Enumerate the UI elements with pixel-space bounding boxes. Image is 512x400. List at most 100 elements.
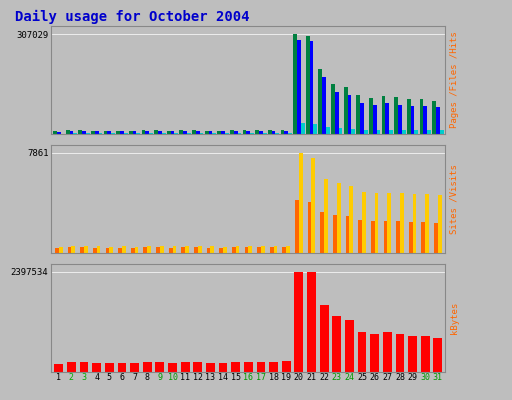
Bar: [419, 99, 423, 134]
Bar: [322, 77, 326, 134]
Bar: [160, 246, 164, 253]
Bar: [351, 129, 355, 134]
Bar: [181, 247, 185, 253]
Bar: [54, 364, 63, 372]
Bar: [232, 247, 236, 253]
Bar: [243, 130, 246, 134]
Bar: [345, 320, 354, 372]
Bar: [272, 130, 275, 134]
Bar: [386, 103, 389, 134]
Bar: [206, 363, 215, 372]
Bar: [143, 248, 147, 253]
Bar: [270, 247, 273, 253]
Bar: [93, 248, 97, 253]
Bar: [421, 336, 430, 372]
Bar: [415, 130, 418, 134]
Bar: [434, 338, 442, 372]
Bar: [284, 130, 288, 134]
Bar: [357, 332, 367, 372]
Bar: [185, 246, 189, 253]
Bar: [436, 107, 440, 134]
Bar: [349, 186, 353, 253]
Bar: [183, 131, 187, 134]
Bar: [167, 130, 170, 134]
Bar: [57, 132, 61, 134]
Bar: [59, 247, 62, 253]
Bar: [364, 130, 368, 134]
Bar: [362, 192, 366, 253]
Bar: [120, 131, 124, 134]
Bar: [282, 361, 291, 372]
Bar: [248, 246, 252, 253]
Bar: [173, 246, 176, 253]
Bar: [68, 247, 71, 253]
Bar: [141, 130, 145, 134]
Bar: [321, 212, 324, 253]
Bar: [408, 336, 417, 372]
Bar: [244, 362, 253, 372]
Bar: [198, 246, 202, 253]
Bar: [194, 247, 198, 253]
Bar: [389, 130, 393, 134]
Bar: [221, 131, 225, 134]
Bar: [371, 221, 375, 253]
Bar: [78, 130, 82, 134]
Bar: [103, 130, 108, 134]
Bar: [154, 130, 158, 134]
Bar: [423, 106, 427, 134]
Bar: [283, 247, 286, 253]
Bar: [387, 192, 391, 253]
Bar: [358, 220, 362, 253]
Bar: [299, 153, 303, 253]
Bar: [129, 130, 133, 134]
Bar: [67, 362, 76, 372]
Bar: [105, 363, 114, 372]
Bar: [369, 98, 373, 134]
Bar: [394, 97, 398, 134]
Bar: [293, 34, 297, 134]
Bar: [55, 248, 59, 253]
Bar: [105, 248, 110, 253]
Bar: [53, 131, 57, 134]
Text: Daily usage for October 2004: Daily usage for October 2004: [15, 10, 250, 24]
Bar: [156, 362, 164, 372]
Bar: [118, 248, 122, 253]
Bar: [116, 130, 120, 134]
Bar: [210, 246, 214, 253]
Bar: [170, 131, 175, 134]
Bar: [118, 363, 126, 372]
Bar: [335, 92, 338, 134]
Bar: [156, 247, 160, 253]
Bar: [110, 246, 113, 253]
Bar: [246, 130, 250, 134]
Bar: [411, 106, 415, 134]
Bar: [402, 130, 406, 134]
Bar: [331, 84, 335, 134]
Bar: [80, 248, 84, 253]
Bar: [319, 305, 329, 372]
Bar: [344, 87, 348, 134]
Bar: [169, 248, 173, 253]
Bar: [158, 131, 162, 134]
Bar: [286, 246, 290, 253]
Bar: [122, 246, 126, 253]
Bar: [259, 130, 263, 134]
Bar: [421, 222, 425, 253]
Bar: [381, 96, 386, 134]
Bar: [234, 130, 238, 134]
Bar: [383, 332, 392, 372]
Bar: [337, 183, 340, 253]
Bar: [308, 202, 311, 253]
Bar: [432, 100, 436, 134]
Bar: [168, 363, 177, 372]
Bar: [346, 216, 349, 253]
Bar: [360, 103, 364, 134]
Bar: [218, 130, 221, 134]
Bar: [131, 248, 135, 253]
Bar: [413, 194, 416, 253]
Bar: [310, 41, 313, 134]
Bar: [326, 127, 330, 134]
Bar: [438, 195, 442, 253]
Bar: [268, 130, 272, 134]
Bar: [440, 130, 443, 134]
